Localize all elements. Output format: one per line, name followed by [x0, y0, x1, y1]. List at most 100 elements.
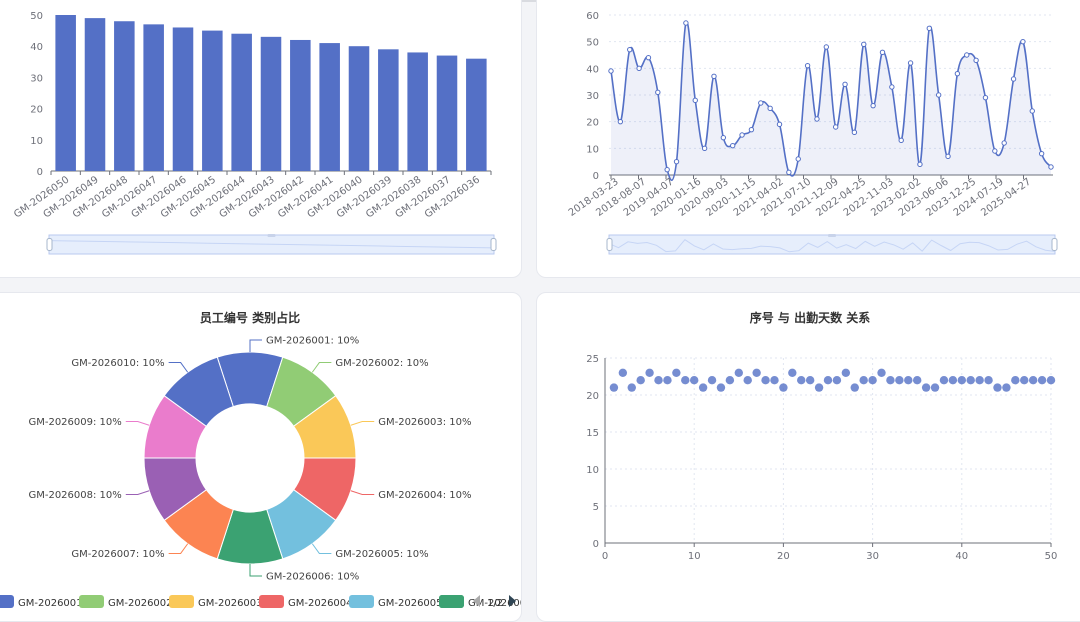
data-point[interactable]	[898, 137, 904, 144]
bar[interactable]	[231, 33, 252, 171]
data-point[interactable]	[861, 41, 867, 48]
scatter-point[interactable]	[636, 376, 645, 385]
data-zoom-handle-right[interactable]	[490, 238, 497, 251]
data-point[interactable]	[973, 57, 979, 64]
data-point[interactable]	[776, 121, 783, 128]
bar[interactable]	[290, 39, 311, 172]
data-zoom-selection[interactable]	[48, 234, 495, 255]
scatter-point[interactable]	[904, 376, 913, 385]
data-point[interactable]	[889, 84, 895, 90]
legend-swatch[interactable]	[439, 595, 464, 608]
scatter-point[interactable]	[913, 376, 922, 385]
data-point[interactable]	[758, 100, 764, 106]
data-zoom-handle-right[interactable]	[1051, 238, 1058, 251]
scatter-point[interactable]	[957, 376, 966, 385]
data-point[interactable]	[1038, 150, 1045, 157]
data-point[interactable]	[692, 97, 698, 104]
data-point[interactable]	[1001, 140, 1007, 146]
legend-next-icon[interactable]	[509, 595, 516, 607]
bar[interactable]	[407, 52, 428, 171]
data-point[interactable]	[1048, 164, 1054, 170]
legend-prev-icon[interactable]	[473, 595, 480, 607]
data-point[interactable]	[655, 89, 661, 96]
scatter-point[interactable]	[948, 376, 958, 385]
data-point[interactable]	[795, 156, 801, 162]
scatter-point[interactable]	[939, 376, 949, 385]
scatter-point[interactable]	[788, 368, 797, 377]
scatter-point[interactable]	[770, 376, 779, 385]
scatter-point[interactable]	[734, 368, 743, 377]
bar[interactable]	[143, 24, 164, 171]
bar[interactable]	[348, 46, 370, 172]
data-point[interactable]	[636, 65, 642, 72]
data-point[interactable]	[767, 105, 773, 112]
scatter-point[interactable]	[975, 376, 984, 385]
data-zoom-move-handle[interactable]	[828, 234, 836, 237]
data-point[interactable]	[982, 94, 989, 101]
data-point[interactable]	[954, 70, 961, 77]
scatter-point[interactable]	[716, 383, 726, 392]
scatter-point[interactable]	[663, 376, 672, 385]
scatter-point[interactable]	[921, 383, 931, 392]
data-point[interactable]	[945, 153, 951, 160]
data-point[interactable]	[804, 62, 811, 69]
scatter-point[interactable]	[681, 376, 690, 385]
data-point[interactable]	[1020, 38, 1026, 45]
scatter-point[interactable]	[1037, 376, 1047, 385]
scatter-point[interactable]	[877, 368, 886, 377]
data-point[interactable]	[786, 169, 792, 176]
data-point[interactable]	[748, 126, 755, 133]
bar[interactable]	[84, 18, 106, 172]
legend-swatch[interactable]	[79, 595, 104, 608]
data-point[interactable]	[711, 73, 717, 80]
bar[interactable]	[466, 58, 487, 171]
data-point[interactable]	[730, 142, 736, 149]
scatter-point[interactable]	[868, 376, 877, 385]
legend-swatch[interactable]	[0, 595, 14, 608]
scatter-point[interactable]	[743, 376, 752, 385]
data-point[interactable]	[842, 81, 848, 88]
data-point[interactable]	[608, 68, 614, 74]
scatter-point[interactable]	[725, 376, 735, 385]
data-point[interactable]	[664, 166, 670, 173]
legend-swatch[interactable]	[349, 595, 374, 608]
data-point[interactable]	[1029, 108, 1035, 114]
scatter-point[interactable]	[1020, 376, 1029, 385]
data-point[interactable]	[870, 102, 876, 109]
scatter-point[interactable]	[707, 376, 717, 385]
scatter-point[interactable]	[618, 368, 628, 377]
data-point[interactable]	[739, 132, 745, 138]
data-point[interactable]	[627, 46, 633, 53]
data-point[interactable]	[1010, 76, 1017, 82]
scatter-point[interactable]	[841, 368, 851, 377]
data-point[interactable]	[823, 44, 830, 50]
scatter-point[interactable]	[1028, 376, 1038, 385]
pie-slice[interactable]	[163, 356, 234, 427]
data-point[interactable]	[701, 145, 708, 152]
scatter-point[interactable]	[850, 383, 859, 392]
data-point[interactable]	[964, 52, 970, 58]
data-point[interactable]	[814, 116, 820, 122]
scatter-point[interactable]	[859, 376, 868, 385]
scatter-point[interactable]	[698, 383, 708, 392]
data-point[interactable]	[617, 118, 624, 125]
bar[interactable]	[436, 55, 458, 171]
scatter-point[interactable]	[805, 376, 815, 385]
scatter-point[interactable]	[886, 376, 895, 385]
data-point[interactable]	[907, 60, 914, 66]
bar[interactable]	[202, 30, 223, 171]
legend-swatch[interactable]	[259, 595, 284, 608]
data-point[interactable]	[917, 161, 923, 168]
scatter-point[interactable]	[823, 376, 833, 385]
scatter-point[interactable]	[779, 383, 788, 392]
bar[interactable]	[55, 15, 76, 171]
data-point[interactable]	[720, 134, 727, 141]
scatter-point[interactable]	[752, 368, 761, 377]
data-point[interactable]	[851, 129, 858, 136]
data-point[interactable]	[683, 20, 689, 26]
data-point[interactable]	[926, 25, 932, 32]
data-zoom-handle-left[interactable]	[46, 238, 53, 251]
scatter-point[interactable]	[761, 376, 770, 385]
data-point[interactable]	[645, 54, 652, 61]
scatter-point[interactable]	[645, 368, 654, 377]
